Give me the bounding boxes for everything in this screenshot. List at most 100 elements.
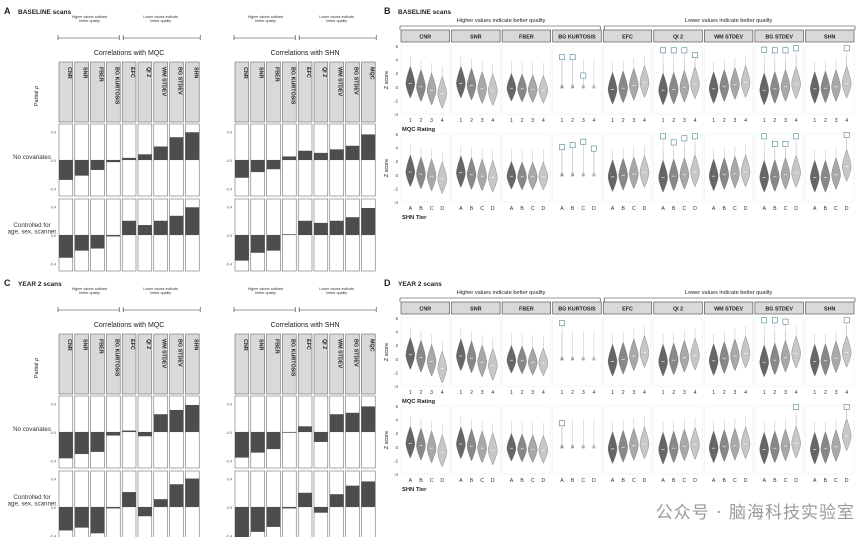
y-tick-label: 0	[395, 173, 398, 178]
bar-qi-2	[314, 507, 328, 513]
column-header-label: BG STDEV	[353, 339, 359, 367]
x-tick-label: C	[683, 478, 687, 484]
bar-fber	[90, 160, 105, 170]
row-label-line: age, sex, scanner	[8, 229, 57, 236]
column-header	[137, 61, 153, 123]
violin-cnr-B	[416, 156, 426, 190]
violin-bg-stdev-2	[770, 71, 780, 104]
x-tick-label: 3	[733, 390, 736, 396]
column-header	[74, 61, 89, 123]
x-tick-label: 2	[824, 390, 827, 396]
x-tick-label: A	[560, 478, 564, 484]
y-tick-label: 2	[395, 431, 398, 436]
y-tick-label: 4	[395, 418, 398, 423]
outlier-box	[843, 404, 850, 410]
y-axis-label: Partial ρ	[34, 86, 40, 106]
violin-wm-stdev-3	[730, 67, 740, 100]
x-tick-label: C	[784, 206, 788, 212]
outlier-box	[793, 133, 799, 140]
column-header	[58, 333, 74, 395]
y-tick-label: 6	[395, 132, 398, 137]
facet-strip-label: SNR	[470, 307, 481, 313]
x-tick-label: C	[834, 206, 838, 212]
x-tick-label: 2	[470, 390, 473, 396]
violin-efc-3	[629, 67, 639, 101]
column-header-label: MQC	[368, 339, 374, 352]
row-label: No covariates	[13, 154, 51, 161]
facet-strip	[754, 29, 804, 43]
violin-bg-stdev-D	[791, 155, 801, 188]
y-tick-label: 0.4	[227, 131, 232, 135]
column-header	[266, 61, 281, 123]
x-tick-label: D	[541, 478, 545, 484]
column-header-label: CNR	[66, 67, 72, 79]
column-header-label: CNR	[242, 67, 248, 79]
violin-shn-B	[820, 431, 831, 464]
violin-bg-stdev-B	[770, 430, 780, 464]
bar-fber	[90, 432, 105, 452]
x-tick-label: 4	[592, 390, 595, 396]
violin-bg-stdev-3	[780, 339, 791, 373]
facet-strip-label: FBER	[519, 35, 534, 41]
column-header	[345, 333, 360, 395]
bar-cnr	[59, 160, 73, 180]
violin-qi-2-3	[679, 339, 689, 373]
x-tick-label: 1	[763, 118, 766, 124]
violin-fber-3	[528, 74, 538, 103]
bar-bg-stdev	[169, 409, 184, 432]
bar-shn	[185, 478, 200, 507]
violin-qi-2-B	[669, 430, 679, 464]
bracket-left-label-line: Higher values indicate	[72, 287, 107, 291]
violin-qi-2-2	[669, 71, 679, 105]
bracket-left-label-line: better quality	[79, 19, 100, 23]
facet-strip	[400, 301, 450, 315]
panel-title: YEAR 2 scans	[398, 281, 442, 288]
outlier-box	[670, 139, 677, 146]
facet-strip-label: CNR	[419, 307, 431, 313]
column-header-label: BG STDEV	[177, 67, 183, 95]
violin-shn-1	[810, 71, 820, 104]
bar-fber	[266, 432, 281, 450]
y-tick-label: -0.4	[225, 187, 232, 191]
violin-efc-1	[607, 343, 618, 377]
y-tick-label: 6	[395, 44, 398, 49]
column-header-label: QI 2	[321, 339, 327, 349]
x-tick-label: C	[480, 478, 484, 484]
outlier-box	[793, 45, 799, 52]
x-tick-label: A	[510, 478, 514, 484]
bar-bg-kurtosis	[106, 160, 121, 163]
x-tick-label: 2	[723, 390, 726, 396]
row-label-line: No covariates	[13, 426, 51, 433]
x-tick-label: 2	[723, 118, 726, 124]
x-tick-label: D	[845, 206, 849, 212]
violin-snr-D	[488, 432, 498, 466]
facet-strip	[501, 29, 551, 43]
violin-efc-C	[629, 156, 639, 190]
x-tick-label: C	[733, 206, 737, 212]
y-tick-label: -2	[394, 370, 399, 375]
x-tick-label: C	[531, 206, 535, 212]
violin-shn-2	[820, 70, 831, 104]
bar-qi-2	[138, 154, 152, 160]
violin-snr-A	[456, 426, 466, 460]
y-tick-label: -0.4	[49, 459, 56, 463]
bracket-right-label: Lower values indicate better quality	[143, 287, 178, 295]
y-tick-label: 0	[395, 85, 398, 90]
outlier-box	[660, 133, 666, 140]
x-tick-label: 1	[611, 390, 614, 396]
x-tick-label: A	[661, 478, 665, 484]
x-tick-label: 2	[521, 118, 524, 124]
column-header-label: BG KURTOSIS	[113, 339, 119, 377]
violin-cnr-D	[437, 434, 447, 468]
x-tick-label: 1	[561, 118, 564, 124]
violin-shn-C	[831, 157, 841, 190]
x-tick-label: C	[683, 206, 687, 212]
y-tick-label: 0.4	[227, 403, 232, 407]
y-tick-label: -4	[394, 200, 399, 205]
column-header	[297, 333, 313, 395]
y-tick-label: 0	[395, 445, 398, 450]
outlier-box	[569, 54, 576, 61]
violin-bg-stdev-A	[759, 431, 769, 465]
violin-wm-stdev-1	[709, 71, 719, 104]
violin-shn-4	[842, 334, 852, 368]
